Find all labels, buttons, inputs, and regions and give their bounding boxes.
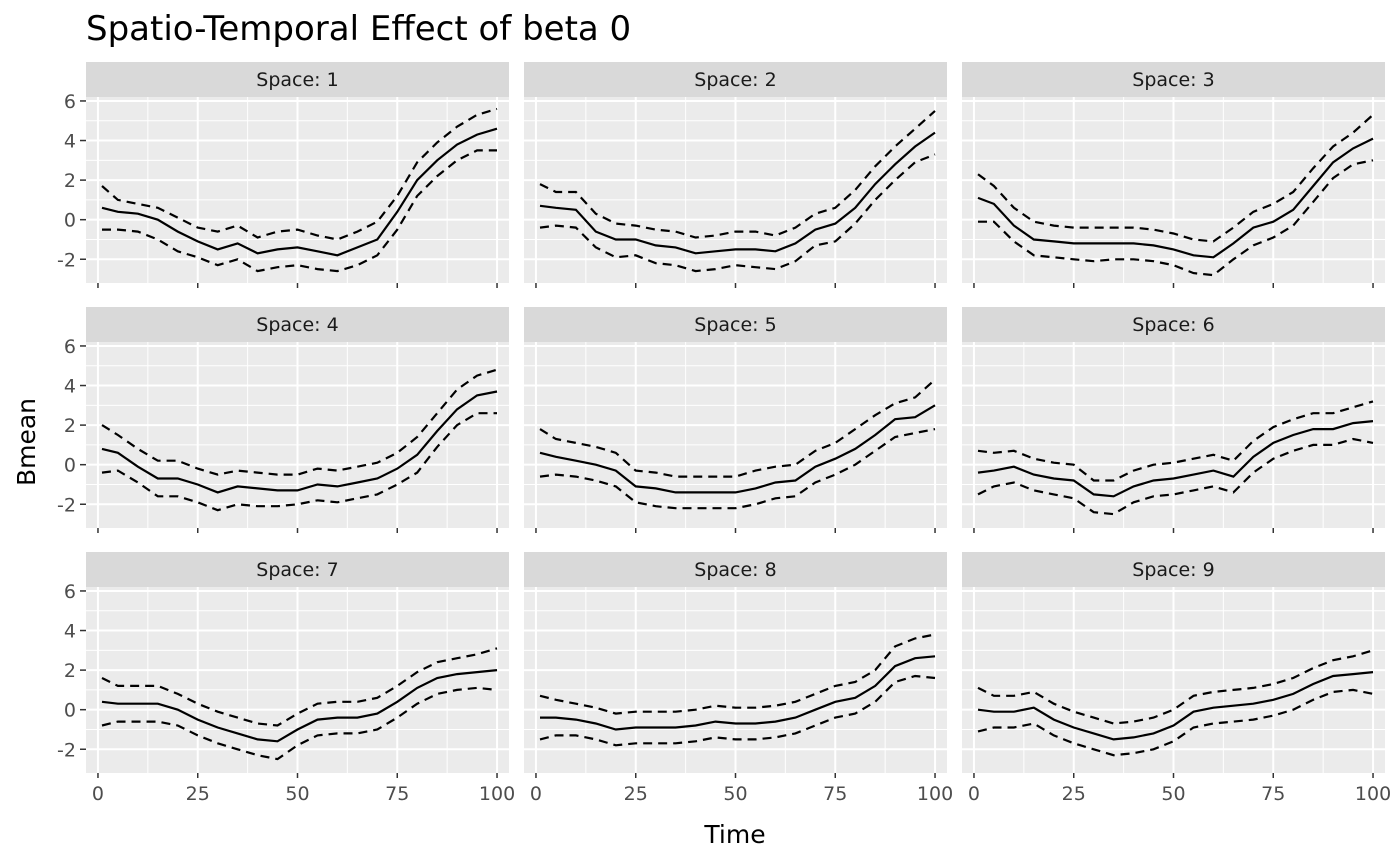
y-tick-label: 6 — [64, 581, 76, 603]
x-tick-label: 75 — [385, 783, 409, 805]
mean-line — [977, 137, 1374, 259]
upper-bound-line — [977, 113, 1374, 243]
facet-strip-label: Space: 8 — [694, 559, 776, 581]
y-tick-label: 6 — [64, 336, 76, 358]
facet-panel: Space: 3 — [962, 62, 1385, 283]
x-tick-label: 25 — [624, 783, 648, 805]
facet-strip-label: Space: 2 — [694, 69, 776, 91]
facet-panel: Space: 1 — [86, 62, 509, 283]
y-tick-label: -2 — [57, 494, 76, 516]
mean-line — [539, 131, 936, 255]
facet-panel: Space: 4 — [86, 307, 509, 528]
facet-strip — [962, 62, 1385, 97]
lower-bound-line — [977, 437, 1374, 516]
x-tick-label: 75 — [1261, 783, 1285, 805]
upper-bound-line — [977, 400, 1374, 482]
mean-line — [540, 655, 936, 731]
lower-bound-line — [539, 674, 936, 747]
upper-bound-line — [539, 110, 936, 239]
facet-strip-label: Space: 9 — [1132, 559, 1214, 581]
facet-strip — [86, 62, 509, 97]
y-tick-label: 2 — [64, 415, 76, 437]
y-tick-label: 0 — [64, 700, 76, 722]
facet-strip — [962, 552, 1385, 587]
facet-strip-label: Space: 4 — [256, 314, 338, 336]
y-tick-label: -2 — [57, 249, 76, 271]
upper-bound-line — [539, 378, 936, 478]
x-tick-label: 100 — [1355, 783, 1391, 805]
facet-strip — [524, 62, 947, 97]
facet-strip — [524, 552, 947, 587]
y-tick-label: 6 — [64, 91, 76, 113]
x-axis-title: Time — [703, 820, 765, 849]
y-axis-title: Bmean — [12, 398, 41, 486]
y-tick-label: -2 — [57, 739, 76, 761]
y-tick-label: 0 — [64, 455, 76, 477]
facet-strip-label: Space: 3 — [1132, 69, 1214, 91]
upper-bound-line — [101, 647, 498, 727]
lower-bound-line — [977, 688, 1374, 757]
x-tick-label: 25 — [1062, 783, 1086, 805]
facet-panel: Space: 8 — [524, 552, 947, 773]
x-tick-label: 100 — [479, 783, 515, 805]
facet-strip — [86, 307, 509, 342]
upper-bound-line — [539, 633, 936, 715]
lower-bound-line — [101, 686, 498, 761]
facet-strip-label: Space: 1 — [256, 69, 338, 91]
facet-strip-label: Space: 6 — [1132, 314, 1214, 336]
lower-bound-line — [978, 159, 1374, 277]
upper-bound-line — [101, 107, 498, 241]
upper-bound-line — [977, 649, 1374, 725]
x-tick-label: 50 — [1161, 783, 1185, 805]
chart-title: Spatio-Temporal Effect of beta 0 — [86, 9, 631, 49]
x-tick-label: 25 — [186, 783, 210, 805]
facet-panel: Space: 5 — [524, 307, 947, 528]
lower-bound-line — [539, 153, 936, 273]
x-axes: 0 25 50 75 100 0 25 50 75 100 0 25 50 75 100 — [92, 283, 1391, 805]
facet-panel: Space: 9 — [962, 552, 1385, 773]
facet-strip — [962, 307, 1385, 342]
facet-panel: Space: 2 — [524, 62, 947, 283]
mean-line — [977, 420, 1374, 498]
x-tick-label: 50 — [723, 783, 747, 805]
x-tick-label: 0 — [530, 783, 542, 805]
mean-line — [977, 671, 1374, 741]
y-tick-label: 4 — [64, 376, 76, 398]
y-tick-label: 0 — [64, 210, 76, 232]
facet-panel: Space: 7 — [86, 552, 509, 773]
y-tick-label: 4 — [64, 131, 76, 153]
mean-line — [539, 404, 936, 494]
mean-line — [101, 669, 498, 743]
lower-bound-line — [539, 428, 936, 510]
x-tick-label: 0 — [968, 783, 980, 805]
facet-strip — [524, 307, 947, 342]
mean-line — [101, 127, 498, 257]
x-tick-label: 100 — [917, 783, 953, 805]
y-tick-label: 2 — [64, 660, 76, 682]
facet-strip-label: Space: 7 — [256, 559, 338, 581]
y-tick-label: 4 — [64, 621, 76, 643]
facet-panels: Space: 1 Space: 2 Space: 3 Space: 4 Space: 5… — [86, 62, 1385, 773]
facet-panel: Space: 6 — [962, 307, 1385, 528]
mean-line — [101, 390, 498, 494]
facet-strip-label: Space: 5 — [694, 314, 776, 336]
x-tick-label: 0 — [92, 783, 104, 805]
y-axes: -2 0 2 4 6 -2 0 2 4 6 -2 0 2 4 6 — [57, 91, 86, 761]
x-tick-label: 75 — [823, 783, 847, 805]
facet-strip — [86, 552, 509, 587]
lower-bound-line — [102, 149, 497, 273]
y-tick-label: 2 — [64, 170, 76, 192]
x-tick-label: 50 — [285, 783, 309, 805]
